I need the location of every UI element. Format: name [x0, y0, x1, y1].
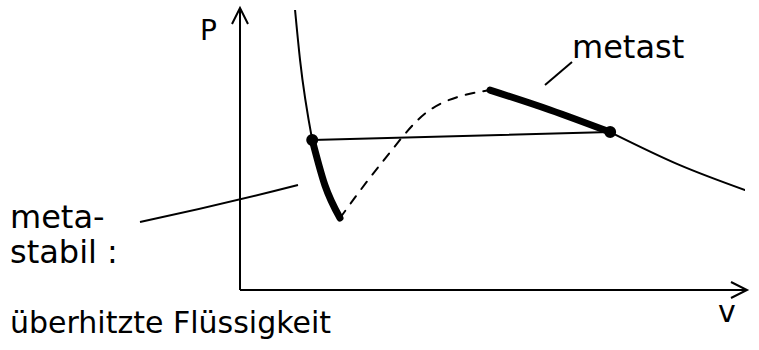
svg-text:v: v [718, 294, 736, 329]
svg-text:P: P [200, 14, 217, 47]
svg-text:metast: metast [572, 28, 684, 66]
svg-text:meta-stabil :: meta-stabil : [10, 198, 118, 271]
svg-text:überhitzte Flüssigkeit: überhitzte Flüssigkeit [10, 305, 331, 340]
